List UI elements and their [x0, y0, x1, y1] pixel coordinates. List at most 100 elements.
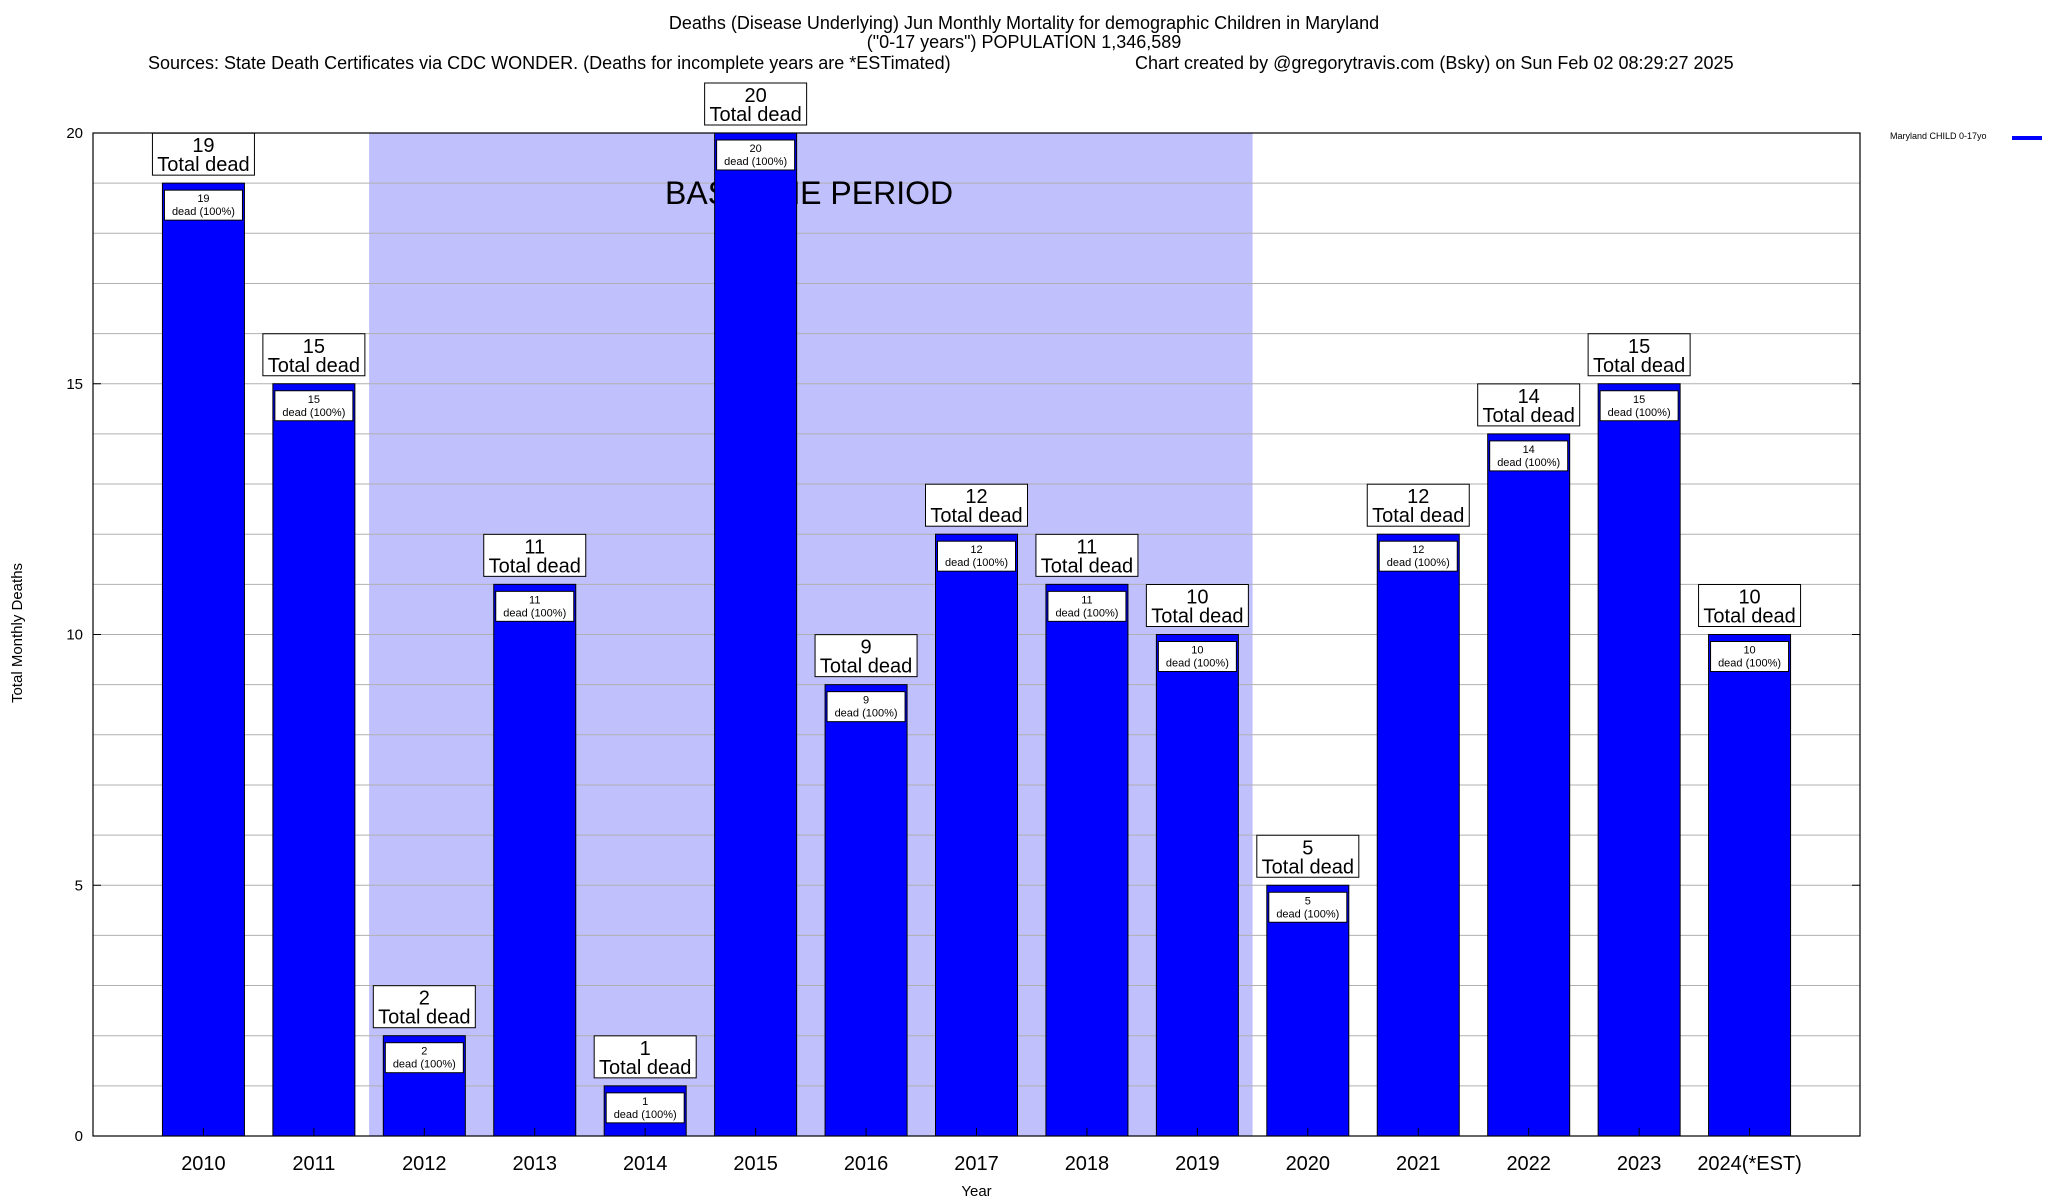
inner-label-box — [1378, 540, 1458, 572]
total-value-label: 15 — [303, 336, 325, 358]
bar — [935, 533, 1018, 1137]
inner-percent-label: dead (100%) — [1055, 607, 1118, 619]
total-value-label: 10 — [1186, 587, 1208, 609]
total-label-box — [1035, 533, 1139, 577]
bar — [161, 182, 245, 1137]
total-suffix-label: Total dead — [1593, 355, 1685, 377]
inner-percent-label: dead (100%) — [282, 407, 345, 419]
inner-percent-label: dead (100%) — [1497, 457, 1560, 469]
inner-label-box — [495, 590, 575, 622]
inner-label-box — [1268, 891, 1348, 923]
inner-label-box — [163, 189, 243, 221]
total-suffix-label: Total dead — [930, 505, 1022, 527]
bar — [1487, 433, 1571, 1137]
total-value-label: 10 — [1738, 587, 1760, 609]
x-tick-label: 2011 — [292, 1153, 335, 1175]
total-suffix-label: Total dead — [599, 1057, 691, 1079]
legend-label: Maryland CHILD 0-17yo — [1890, 131, 1987, 141]
bar — [1708, 634, 1792, 1137]
inner-percent-label: dead (100%) — [835, 708, 898, 720]
total-label-box — [593, 1035, 697, 1079]
y-tick-label: 10 — [66, 627, 83, 644]
bar — [824, 684, 908, 1137]
y-tick-label: 0 — [75, 1128, 83, 1145]
total-label-box — [925, 483, 1028, 527]
total-suffix-label: Total dead — [378, 1007, 470, 1029]
total-label-box — [372, 985, 476, 1029]
total-value-label: 12 — [1407, 486, 1429, 508]
total-label-box — [814, 634, 918, 678]
inner-value-label: 14 — [1523, 444, 1535, 456]
inner-label-box — [384, 1042, 464, 1074]
total-label-box — [1587, 333, 1691, 377]
y-axis-label: Total Monthly Deaths — [9, 563, 26, 703]
total-suffix-label: Total dead — [820, 656, 912, 678]
inner-label-box — [1157, 641, 1237, 672]
total-value-label: 11 — [1077, 536, 1098, 558]
total-suffix-label: Total dead — [489, 555, 581, 577]
total-suffix-label: Total dead — [268, 355, 360, 377]
total-suffix-label: Total dead — [1041, 555, 1133, 577]
inner-value-label: 10 — [1191, 645, 1203, 657]
inner-percent-label: dead (100%) — [1608, 407, 1671, 419]
total-value-label: 9 — [861, 637, 872, 659]
inner-label-box — [274, 390, 354, 422]
inner-percent-label: dead (100%) — [945, 557, 1008, 569]
x-tick-label: 2015 — [733, 1153, 778, 1175]
sources-text: Sources: State Death Certificates via CD… — [148, 53, 951, 73]
inner-value-label: 1 — [642, 1096, 648, 1108]
total-value-label: 1 — [640, 1038, 651, 1060]
x-tick-label: 2022 — [1506, 1153, 1551, 1175]
inner-label-box — [1599, 390, 1679, 422]
inner-label-box — [937, 540, 1016, 572]
total-value-label: 5 — [1302, 837, 1313, 859]
total-label-box — [1477, 383, 1581, 427]
inner-value-label: 11 — [1081, 594, 1092, 606]
inner-label-box — [1710, 641, 1790, 672]
total-value-label: 11 — [524, 536, 545, 558]
total-value-label: 20 — [745, 85, 767, 107]
total-suffix-label: Total dead — [1372, 505, 1464, 527]
total-suffix-label: Total dead — [1262, 856, 1354, 878]
x-tick-label: 2018 — [1065, 1153, 1110, 1175]
total-suffix-label: Total dead — [709, 104, 801, 126]
x-tick-label: 2013 — [513, 1153, 558, 1175]
bar — [493, 583, 577, 1137]
inner-percent-label: dead (100%) — [1276, 908, 1339, 920]
credit-text: Chart created by @gregorytravis.com (Bsk… — [1135, 53, 1734, 73]
x-tick-label: 2010 — [181, 1153, 226, 1175]
inner-label-box — [605, 1092, 685, 1124]
inner-percent-label: dead (100%) — [1166, 658, 1229, 670]
total-suffix-label: Total dead — [157, 154, 249, 176]
x-tick-label: 2023 — [1617, 1153, 1662, 1175]
inner-percent-label: dead (100%) — [172, 206, 235, 218]
total-suffix-label: Total dead — [1703, 606, 1795, 628]
total-value-label: 12 — [965, 486, 987, 508]
y-tick-label: 20 — [66, 125, 83, 142]
total-value-label: 2 — [419, 988, 430, 1010]
inner-value-label: 12 — [970, 544, 982, 556]
total-label-box — [704, 82, 808, 126]
bar — [1266, 884, 1350, 1137]
inner-percent-label: dead (100%) — [1718, 658, 1781, 670]
inner-value-label: 10 — [1743, 645, 1755, 657]
total-value-label: 14 — [1518, 386, 1540, 408]
x-tick-label: 2016 — [844, 1153, 889, 1175]
y-tick-label: 5 — [75, 877, 83, 894]
x-tick-label: 2012 — [402, 1153, 447, 1175]
inner-label-box — [1489, 440, 1569, 472]
inner-label-box — [1047, 590, 1127, 622]
inner-percent-label: dead (100%) — [614, 1109, 677, 1121]
x-axis-label: Year — [961, 1183, 991, 1200]
y-tick-label: 15 — [66, 376, 83, 393]
inner-value-label: 15 — [1633, 394, 1645, 406]
chart-title: Deaths (Disease Underlying) Jun Monthly … — [668, 13, 1380, 33]
total-suffix-label: Total dead — [1151, 606, 1243, 628]
inner-value-label: 12 — [1412, 544, 1424, 556]
inner-percent-label: dead (100%) — [724, 156, 787, 168]
bar — [1045, 583, 1129, 1137]
inner-value-label: 9 — [863, 695, 869, 707]
total-label-box — [1256, 834, 1360, 878]
inner-value-label: 19 — [197, 193, 209, 205]
